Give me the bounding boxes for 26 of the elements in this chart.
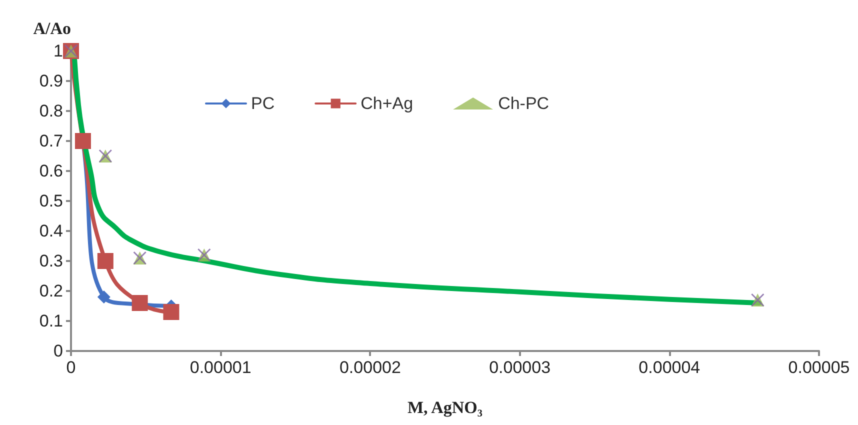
y-tick-label: 0.5 [39, 192, 63, 210]
y-tick-label: 0.7 [39, 132, 63, 150]
y-tick-label: 0.9 [39, 72, 63, 90]
legend-label: Ch-PC [498, 94, 550, 113]
x-tick-label: 0.00005 [788, 358, 850, 377]
x-tick-label: 0 [66, 358, 76, 377]
x-tick-label: 0.00002 [339, 358, 401, 377]
point [97, 253, 114, 269]
y-tick-label: 0.2 [39, 282, 63, 300]
legend-label: Ch+Ag [360, 94, 414, 113]
point [132, 295, 148, 311]
y-tick-label: 0.1 [39, 312, 63, 330]
point [163, 304, 180, 320]
x-tick-label: 0.00004 [638, 358, 700, 377]
y-axis-title: A/Ao [33, 19, 71, 38]
y-tick-label: 0.4 [39, 222, 63, 240]
x-tick-label: 0.00003 [489, 358, 551, 377]
y-tick-label: 0 [54, 342, 63, 360]
legend-label: PC [251, 94, 275, 113]
y-tick-label: 0.6 [39, 162, 63, 180]
x-axis-title: M, AgNO₃ [408, 398, 482, 417]
x-tick-label: 0.00001 [190, 358, 252, 377]
y-tick-label: 0.8 [39, 102, 63, 120]
y-tick-label: 0.3 [39, 252, 63, 270]
y-tick-label: 1 [54, 42, 63, 60]
point [97, 290, 110, 304]
